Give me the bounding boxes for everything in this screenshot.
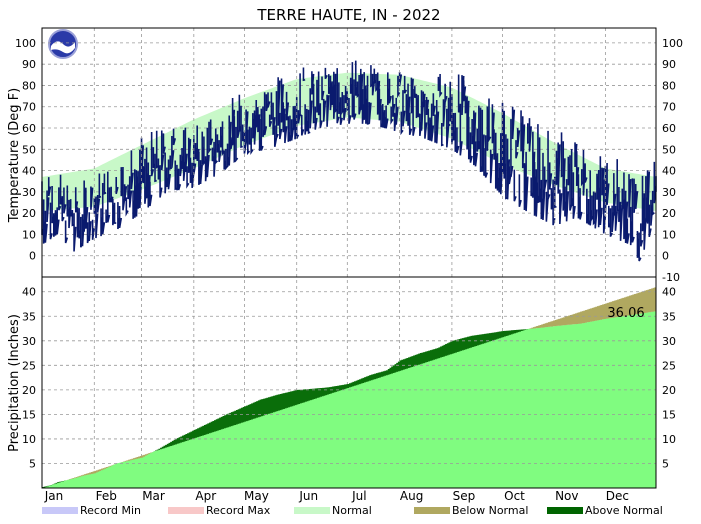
month-label: Jul (351, 489, 366, 503)
month-label: Feb (96, 489, 117, 503)
precipitation-tick-label-right: 15 (662, 408, 676, 421)
temperature-tick-label-right: 80 (662, 79, 676, 92)
precipitation-panel: 5 5 10 10 15 15 20 20 25 25 30 30 35 35 40 40 (22, 276, 676, 489)
precipitation-frame (41, 276, 657, 489)
month-label: Aug (400, 489, 423, 503)
temperature-tick-label-right: -10 (662, 271, 680, 284)
month-label: Dec (606, 489, 629, 503)
legend-swatch (294, 507, 330, 514)
temperature-tick-label-left: 0 (29, 250, 36, 263)
temperature-tick-label-left: 80 (22, 79, 36, 92)
temperature-tick-label-right: 90 (662, 58, 676, 71)
precipitation-grid (42, 291, 656, 464)
month-label: Jun (298, 489, 318, 503)
temperature-tick-label-left: 100 (15, 37, 36, 50)
precipitation-tick-label-left: 10 (22, 433, 36, 446)
precipitation-tick-label-right: 20 (662, 384, 676, 397)
legend-label: Below Normal (452, 504, 528, 517)
month-label: Jan (44, 489, 64, 503)
precipitation-tick-label-left: 15 (22, 408, 36, 421)
precipitation-axis-label: Precipitation (Inches) (7, 314, 22, 452)
temperature-tick-label-right: 10 (662, 228, 676, 241)
temperature-panel: 0 10 20 30 40 50 60 70 80 90 100 -10 0 10 20 30 40 50 60 70… (15, 27, 683, 488)
legend-swatch (42, 507, 78, 514)
temperature-grid (42, 42, 656, 257)
temperature-axis-label: Temperature (Deg F) (7, 88, 22, 224)
temperature-tick-label-right: 100 (662, 37, 683, 50)
legend-label: Record Max (206, 504, 271, 517)
precipitation-tick-label-left: 20 (22, 384, 36, 397)
precipitation-tick-label-left: 5 (29, 457, 36, 470)
precipitation-tick-label-left: 25 (22, 359, 36, 372)
legend: Record Min Record Max Normal Below Normal Ab… (42, 504, 663, 517)
temperature-tick-label-left: 70 (22, 101, 36, 114)
legend-label: Record Min (80, 504, 141, 517)
precipitation-tick-label-right: 40 (662, 286, 676, 299)
month-label: Mar (142, 489, 165, 503)
temperature-tick-label-right: 0 (662, 250, 669, 263)
precipitation-base-area (42, 311, 656, 488)
noaa-logo (48, 29, 78, 59)
precipitation-tick-label-left: 35 (22, 310, 36, 323)
temperature-tick-label-left: 50 (22, 143, 36, 156)
chart-title: TERRE HAUTE, IN - 2022 (256, 6, 440, 24)
month-label: May (244, 489, 269, 503)
precipitation-ytd-label: 36.06 (607, 306, 644, 321)
temperature-tick-label-left: 60 (22, 122, 36, 135)
temperature-tick-label-left: 10 (22, 228, 36, 241)
temperature-tick-label-right: 40 (662, 165, 676, 178)
temperature-tick-label-left: 30 (22, 186, 36, 199)
precipitation-below-normal (65, 287, 657, 481)
precipitation-tick-label-left: 30 (22, 335, 36, 348)
temperature-tick-label-right: 50 (662, 143, 676, 156)
temperature-tick-label-left: 20 (22, 207, 36, 220)
month-label: Oct (504, 489, 525, 503)
month-labels: Jan Feb Mar Apr May Jun Jul Aug Sep Oct Nov Dec (44, 489, 629, 503)
month-label: Sep (453, 489, 476, 503)
precipitation-above-normal (42, 329, 528, 488)
precipitation-tick-label-right: 10 (662, 433, 676, 446)
temperature-tick-label-left: 40 (22, 165, 36, 178)
month-label: Apr (195, 489, 216, 503)
legend-label: Normal (332, 504, 372, 517)
temperature-tick-label-right: 60 (662, 122, 676, 135)
precipitation-tick-label-right: 35 (662, 310, 676, 323)
precipitation-tick-label-right: 30 (662, 335, 676, 348)
legend-swatch (547, 507, 583, 514)
legend-swatch (414, 507, 450, 514)
legend-swatch (168, 507, 204, 514)
temperature-tick-label-right: 20 (662, 207, 676, 220)
temperature-tick-label-left: 90 (22, 58, 36, 71)
precipitation-tick-label-right: 25 (662, 359, 676, 372)
legend-label: Above Normal (585, 504, 663, 517)
temperature-tick-label-right: 30 (662, 186, 676, 199)
temperature-tick-label-right: 70 (662, 101, 676, 114)
precipitation-tick-label-left: 40 (22, 286, 36, 299)
month-label: Nov (555, 489, 578, 503)
precipitation-tick-label-right: 5 (662, 457, 669, 470)
